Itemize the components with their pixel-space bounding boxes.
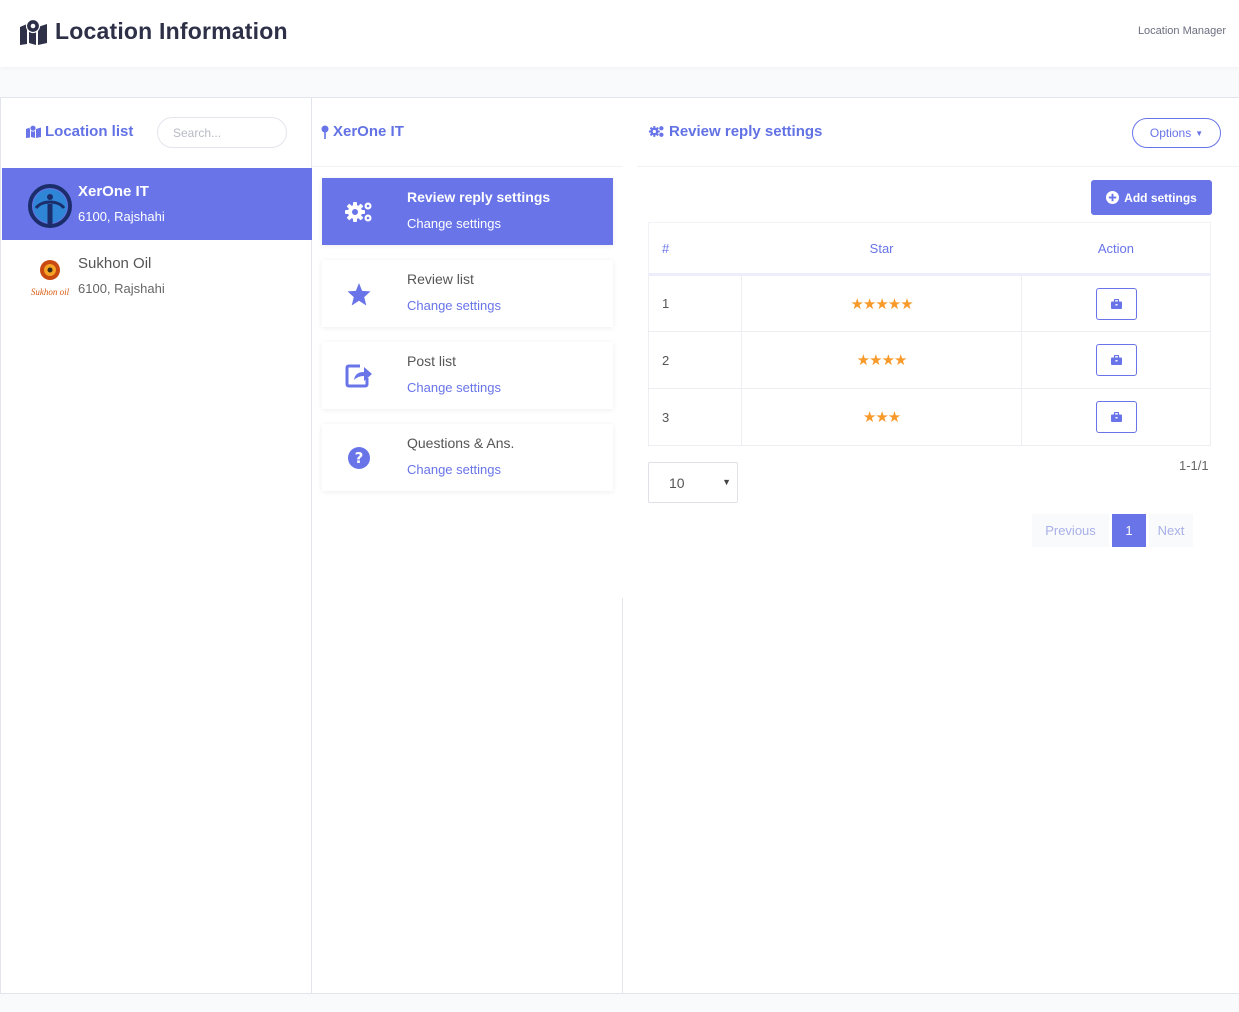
divider xyxy=(637,166,1239,167)
edit-setting-button[interactable] xyxy=(1095,287,1137,320)
star-rating: ★★★★ xyxy=(856,352,908,369)
previous-page-button[interactable]: Previous xyxy=(1032,514,1109,547)
location-item-xerone[interactable]: XerOne IT 6100, Rajshahi xyxy=(2,168,312,240)
edit-setting-button[interactable] xyxy=(1095,401,1137,433)
sukhon-oil-logo: Sukhon oil xyxy=(31,260,70,297)
share-icon xyxy=(344,362,374,390)
location-list-panel: Location list XerOne IT 6100, Rajshahi S… xyxy=(0,98,312,994)
pagination-range: 1-1/1 xyxy=(1179,458,1209,473)
menu-card-link[interactable]: Change settings xyxy=(407,462,501,477)
menu-card-review-reply-settings[interactable]: Review reply settings Change settings xyxy=(322,178,613,245)
caret-down-icon: ▼ xyxy=(722,477,731,487)
divider xyxy=(622,598,623,994)
star-rating: ★★★★★ xyxy=(850,295,913,313)
menu-card-title: Post list xyxy=(407,353,457,369)
xerone-logo xyxy=(28,184,72,228)
selected-location-title: XerOne IT xyxy=(333,123,404,140)
breadcrumb[interactable]: Location Manager xyxy=(1137,25,1226,37)
svg-text:?: ? xyxy=(355,449,364,467)
map-pin-icon xyxy=(321,125,329,139)
briefcase-icon xyxy=(1110,355,1122,365)
question-icon: ? xyxy=(344,444,374,472)
menu-card-link[interactable]: Change settings xyxy=(407,298,501,313)
selected-location-heading: XerOne IT xyxy=(321,123,404,140)
page-size-value: 10 xyxy=(669,474,685,491)
location-menu-panel: XerOne IT xyxy=(312,98,623,994)
menu-card-review-list[interactable]: Review list Change settings xyxy=(322,260,613,327)
settings-heading: Review reply settings xyxy=(648,123,822,140)
row-number: 2 xyxy=(648,331,742,389)
row-number: 3 xyxy=(648,388,742,446)
menu-card-title: Review list xyxy=(407,271,474,287)
menu-card-link[interactable]: Change settings xyxy=(407,380,501,395)
location-list-title: Location list xyxy=(45,123,134,140)
table-header-row: # Star Action xyxy=(648,222,1211,276)
menu-card-title: Questions & Ans. xyxy=(407,435,515,451)
location-address: 6100, Rajshahi xyxy=(78,209,165,224)
options-dropdown-button[interactable]: Options ▼ xyxy=(1132,118,1221,148)
location-item-sukhon-oil[interactable]: Sukhon oil Sukhon Oil 6100, Rajshahi xyxy=(2,240,312,312)
next-page-button[interactable]: Next xyxy=(1149,514,1193,547)
column-header[interactable]: # xyxy=(648,222,742,276)
location-name: Sukhon Oil xyxy=(78,255,152,272)
settings-title: Review reply settings xyxy=(669,123,823,140)
main-panel: Location list XerOne IT 6100, Rajshahi S… xyxy=(0,97,1239,994)
location-name: XerOne IT xyxy=(78,183,149,200)
row-number: 1 xyxy=(648,274,742,332)
menu-card-title: Review reply settings xyxy=(407,189,551,205)
star-rating: ★★★ xyxy=(862,409,901,426)
map-marker-icon xyxy=(20,18,47,45)
column-header[interactable]: Action xyxy=(1021,222,1211,276)
star-icon xyxy=(344,280,374,308)
plus-circle-icon xyxy=(1106,191,1120,204)
location-search-input[interactable] xyxy=(157,117,287,148)
menu-card-post-list[interactable]: Post list Change settings xyxy=(322,342,613,409)
caret-down-icon: ▼ xyxy=(1195,128,1204,138)
page-title: Location Information xyxy=(55,18,288,44)
add-settings-button[interactable]: Add settings xyxy=(1091,180,1212,215)
table-row: 2 ★★★★ xyxy=(648,331,1211,389)
cogs-icon xyxy=(344,198,374,226)
column-header[interactable]: Star xyxy=(741,222,1022,276)
briefcase-icon xyxy=(1110,298,1122,309)
briefcase-icon xyxy=(1110,412,1122,422)
add-settings-label: Add settings xyxy=(1124,190,1197,205)
edit-setting-button[interactable] xyxy=(1095,344,1137,376)
divider xyxy=(312,166,623,167)
map-icon xyxy=(26,125,41,138)
top-bar: Location Information Location Manager xyxy=(0,0,1239,67)
pagination: Previous 1 Next xyxy=(1032,514,1193,547)
menu-card-link[interactable]: Change settings xyxy=(407,216,501,231)
options-label: Options xyxy=(1149,126,1192,140)
location-list-heading: Location list xyxy=(26,123,133,140)
page-size-select[interactable]: 10 ▼ xyxy=(648,462,738,503)
page-1-button[interactable]: 1 xyxy=(1112,514,1146,547)
settings-table: # Star Action 1 ★★★★★ 2 ★★★ xyxy=(648,222,1211,446)
cogs-icon xyxy=(648,126,664,137)
sukhon-oil-logo-text: Sukhon oil xyxy=(31,287,70,297)
location-address: 6100, Rajshahi xyxy=(78,281,165,296)
table-row: 3 ★★★ xyxy=(648,388,1211,446)
settings-panel: Review reply settings Options ▼ Add sett… xyxy=(637,98,1239,994)
menu-card-questions-answers[interactable]: ? Questions & Ans. Change settings xyxy=(322,424,613,491)
brand: Location Information xyxy=(20,18,288,45)
table-row: 1 ★★★★★ xyxy=(648,274,1211,332)
